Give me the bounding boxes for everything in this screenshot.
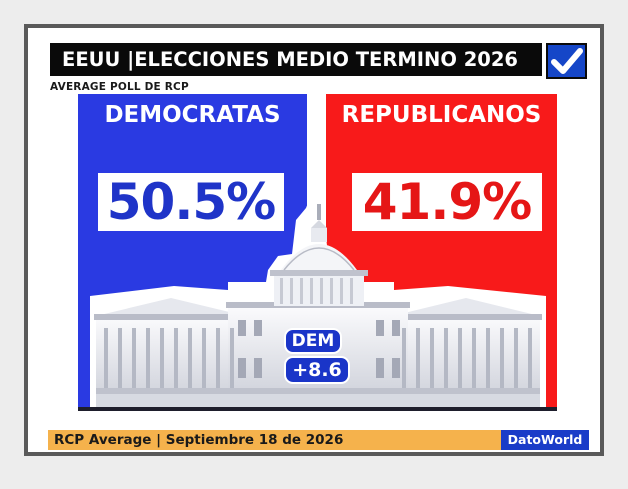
republicans-label: REPUBLICANOS (341, 102, 542, 128)
footer-bar: RCP Average | Septiembre 18 de 2026 Dato… (48, 430, 589, 450)
poll-source-label: AVERAGE POLL DE RCP (50, 81, 189, 93)
republicans-percent: 41.9% (352, 173, 542, 231)
poll-card: EEUU |ELECCIONES MEDIO TERMINO 2026 AVER… (24, 24, 604, 456)
capitol-building (90, 198, 546, 410)
brand-label: DatoWorld (501, 430, 589, 450)
democrats-percent: 50.5% (98, 173, 284, 231)
lead-party-badge: DEM (284, 328, 342, 354)
panel-bottom-divider (78, 407, 557, 411)
checkmark-icon (546, 43, 587, 79)
footer-date-label: RCP Average | Septiembre 18 de 2026 (54, 432, 344, 448)
democrats-label: DEMOCRATAS (104, 102, 281, 128)
headline-title: EEUU |ELECCIONES MEDIO TERMINO 2026 (50, 43, 542, 76)
lead-margin-badge: +8.6 (284, 356, 350, 384)
